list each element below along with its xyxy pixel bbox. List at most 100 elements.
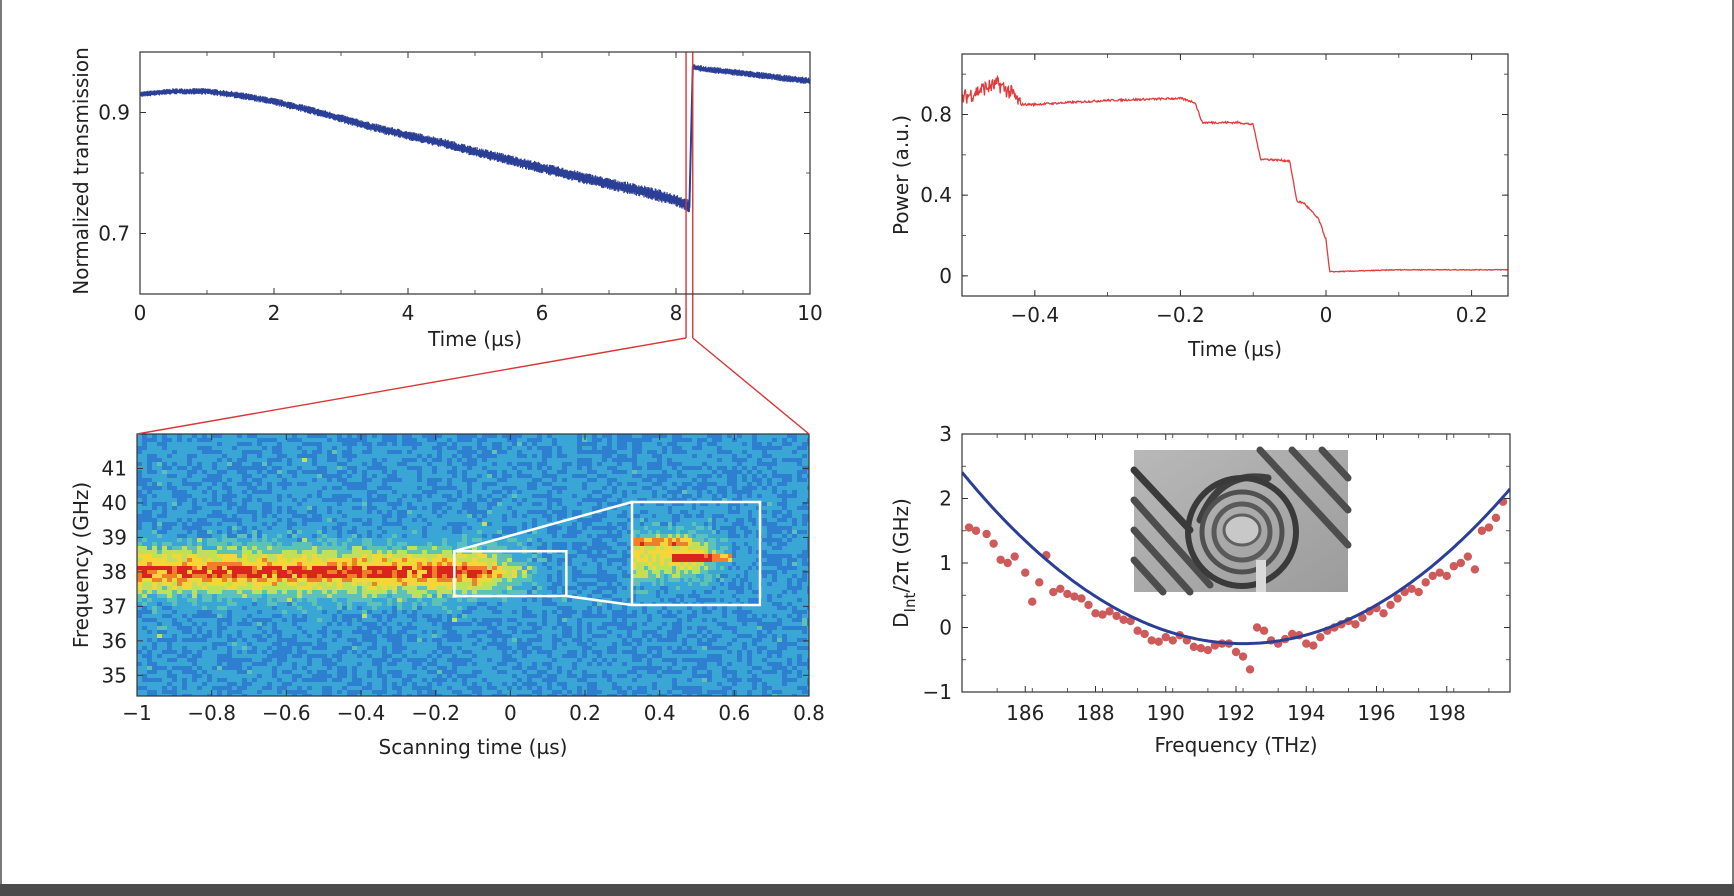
inset-cell (680, 522, 684, 526)
inset-cell (684, 566, 688, 570)
plot-frame (961, 53, 1509, 297)
inset-cell (732, 502, 736, 506)
inset-cell (724, 590, 728, 594)
inset-cell (700, 594, 704, 598)
inset-cell (700, 542, 704, 546)
inset-cell (708, 554, 712, 558)
inset-cell (640, 506, 644, 510)
dint-data-point (1309, 641, 1318, 650)
inset-cell (688, 522, 692, 526)
inset-cell (648, 502, 652, 506)
inset-cell (736, 566, 740, 570)
inset-cell (644, 570, 648, 574)
x-tick-label: 190 (1147, 701, 1185, 725)
inset-cell (640, 582, 644, 586)
inset-cell (724, 538, 728, 542)
inset-cell (712, 550, 716, 554)
inset-cell (752, 514, 756, 518)
inset-cell (708, 530, 712, 534)
inset-cell (660, 530, 664, 534)
dint-data-point (1477, 526, 1487, 535)
inset-cell (652, 554, 656, 558)
inset-cell (632, 578, 636, 582)
inset-cell (632, 570, 636, 574)
inset-cell (684, 582, 688, 586)
x-tick-label: 198 (1428, 701, 1466, 725)
inset-cell (684, 598, 688, 602)
inset-cell (740, 562, 744, 566)
inset-cell (752, 526, 756, 530)
inset-cell (756, 538, 760, 542)
inset-cell (672, 586, 676, 590)
transmission-chart: 0 2 4 6 8 10 0.7 0.9 Time (µs) Normalized transmi… (69, 47, 823, 351)
dint-data-point (1421, 578, 1430, 587)
inset-cell (744, 598, 748, 602)
inset-cell (748, 526, 752, 530)
inset-cell (660, 546, 664, 550)
inset-cell (636, 562, 640, 566)
inset-cell (644, 550, 648, 554)
inset-cell (688, 582, 692, 586)
inset-cell (664, 518, 668, 522)
inset-cell (656, 558, 660, 562)
inset-cell (736, 506, 740, 510)
inset-cell (736, 582, 740, 586)
inset-cell (696, 570, 700, 574)
inset-cell (716, 530, 720, 534)
inset-cell (724, 542, 728, 546)
inset-cell (668, 502, 672, 506)
inset-cell (728, 594, 732, 598)
inset-cell (640, 578, 644, 582)
microring-sem-inset-image (1130, 446, 1352, 596)
inset-cell (744, 534, 748, 538)
inset-cell (648, 586, 652, 590)
inset-cell (664, 590, 668, 594)
inset-cell (728, 506, 732, 510)
inset-cell (648, 546, 652, 550)
inset-cell (676, 582, 680, 586)
inset-cell (736, 534, 740, 538)
inset-cell (732, 522, 736, 526)
inset-cell (656, 506, 660, 510)
inset-cell (744, 582, 748, 586)
inset-cell (692, 594, 696, 598)
y-tick-label: 37 (102, 594, 127, 618)
inset-cell (704, 534, 708, 538)
x-tick-label: 186 (1006, 701, 1044, 725)
inset-cell (700, 558, 704, 562)
inset-cell (724, 594, 728, 598)
inset-cell (664, 574, 668, 578)
inset-cell (720, 506, 724, 510)
inset-cell (732, 586, 736, 590)
inset-cell (668, 534, 672, 538)
dint-plot-area (962, 471, 1510, 674)
inset-cell (640, 522, 644, 526)
inset-cell (688, 566, 692, 570)
inset-cell (744, 554, 748, 558)
inset-cell (684, 562, 688, 566)
inset-cell (748, 542, 752, 546)
y-axis-label: DInt/2π (GHz) (889, 498, 919, 628)
inset-cell (652, 562, 656, 566)
inset-cell (684, 518, 688, 522)
inset-cell (680, 534, 684, 538)
inset-cell (680, 570, 684, 574)
inset-cell (752, 534, 756, 538)
inset-cell (684, 530, 688, 534)
inset-cell (704, 582, 708, 586)
inset-cell (636, 538, 640, 542)
y-tick-label: 41 (102, 456, 127, 480)
inset-cell (732, 514, 736, 518)
x-tick-label: 0.4 (644, 701, 676, 725)
inset-cell (672, 554, 676, 558)
inset-cell (720, 554, 724, 558)
x-tick-label: 194 (1287, 701, 1325, 725)
inset-cell (716, 586, 720, 590)
inset-cell (676, 598, 680, 602)
inset-cell (748, 562, 752, 566)
dint-data-point (1393, 594, 1402, 603)
inset-cell (680, 526, 684, 530)
inset-cell (744, 590, 748, 594)
inset-cell (688, 590, 692, 594)
inset-cell (728, 570, 732, 574)
